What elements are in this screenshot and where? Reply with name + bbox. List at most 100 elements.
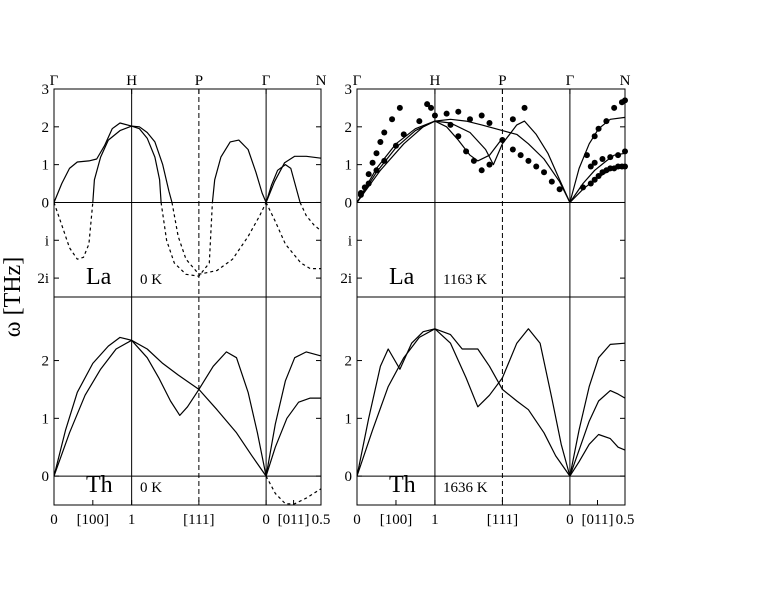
panel-right-top-data-point <box>428 104 435 111</box>
panel-left-bottom-ytick-label: 2 <box>42 354 50 370</box>
panel-right-top-data-point <box>365 180 372 187</box>
symmetry-point-label: Γ <box>50 73 59 89</box>
panel-right-bottom-element-label: Th <box>389 472 416 498</box>
panel-left-top-element-label: La <box>86 264 112 290</box>
panel-right-bottom-series-0 <box>356 328 571 477</box>
panel-right-top-data-point <box>622 97 628 104</box>
panel-right-top-data-point <box>615 152 622 159</box>
symmetry-point-label: Γ <box>262 73 271 89</box>
panel-left-bottom-series-0 <box>53 336 267 477</box>
panel-right-top-data-point <box>373 150 380 157</box>
x-tick-label: 0 <box>353 512 361 528</box>
panel-left-bottom-ytick-label: 0 <box>42 469 50 485</box>
x-tick-label: 1 <box>431 512 439 528</box>
panel-left-top-temperature-label: 0 K <box>140 272 162 288</box>
panel-right-top-data-point <box>377 138 384 145</box>
panel-right-top-data-point <box>611 104 618 111</box>
symmetry-point-label: Γ <box>566 73 575 89</box>
panel-left-top-series-5 <box>53 202 94 260</box>
panel-right-top-data-point <box>548 178 555 185</box>
panel-right-top-data-point <box>595 125 602 132</box>
symmetry-point-label: Γ <box>353 73 362 89</box>
x-tick-label: [100] <box>77 512 110 528</box>
x-tick-label: [100] <box>380 512 413 528</box>
panel-left-bottom-element-label: Th <box>86 472 113 498</box>
panel-right-top-element-label: La <box>389 264 415 290</box>
panel-right-top-data-point <box>521 104 528 111</box>
panel-right-top-data-point <box>486 161 493 168</box>
panel-right-bottom-series-4 <box>569 433 626 477</box>
panel-right-top-data-point <box>517 152 524 159</box>
panel-right-top-data-point <box>365 171 372 178</box>
panel-left-bottom-ytick-label: 1 <box>42 411 50 427</box>
x-tick-label: 0.5 <box>616 512 635 528</box>
panel-right-bottom-frame <box>356 296 626 506</box>
panel-right-top-data-point <box>622 148 628 155</box>
panel-right-top-data-point <box>622 163 628 170</box>
panel-left-top-series-6 <box>160 202 213 277</box>
panel-left-bottom-frame <box>53 296 322 506</box>
panel-right-top-data-point <box>591 159 598 166</box>
panel-right-bottom-series-2 <box>569 342 626 477</box>
panel-right-top-data-point <box>591 176 598 183</box>
panel-right-top-data-point <box>499 137 506 144</box>
panel-left-top-ytick-label: 2i <box>37 271 49 287</box>
panel-right-top-data-point <box>400 131 407 138</box>
panel-right-top-data-point <box>466 116 473 123</box>
panel-right-top-temperature-label: 1163 K <box>443 272 487 288</box>
x-tick-label: 0 <box>262 512 270 528</box>
panel-right-top-data-point <box>533 163 540 170</box>
panel-right-top-data-point <box>509 146 516 153</box>
symmetry-point-label: P <box>498 73 506 89</box>
panel-left-bottom-series-1 <box>53 339 267 477</box>
panel-right-top-series-2 <box>356 120 571 203</box>
panel-right-top-data-point <box>599 155 606 162</box>
panel-right-top-data-point <box>447 121 454 128</box>
panel-left-top-series-4 <box>265 155 322 203</box>
panel-right-bottom-ytick-label: 0 <box>345 469 353 485</box>
panel-right-top-data-point <box>587 180 594 187</box>
panel-right-top-data-point <box>361 184 368 191</box>
panel-right-top-series-0 <box>356 118 571 203</box>
panel-right-top-data-point <box>486 120 493 127</box>
panel-left-top-ytick-label: 3 <box>42 82 50 98</box>
panel-left-top-series-7 <box>171 202 267 275</box>
panel-right-top-data-point <box>541 169 548 176</box>
panel-right-bottom-temperature-label: 1636 K <box>443 480 488 496</box>
x-tick-label: 0.5 <box>312 512 331 528</box>
panel-left-bottom-series-3 <box>265 397 321 477</box>
panel-right-top-data-point <box>579 184 586 191</box>
panel-left-top-series-9 <box>299 202 322 232</box>
panel-right-top-data-point <box>470 157 477 164</box>
panel-left-top-ytick-label: i <box>45 233 49 249</box>
panel-right-top-data-point <box>556 186 563 193</box>
panel-left-top-series-1 <box>92 125 162 203</box>
panel-left-top-series-3 <box>265 164 301 203</box>
panel-right-top-data-point <box>607 154 614 161</box>
x-tick-label: [111] <box>183 512 214 528</box>
panel-right-top-data-point <box>392 142 399 149</box>
panel-left-bottom-series-2 <box>265 351 322 477</box>
panel-right-top-data-point <box>416 118 423 125</box>
panel-right-top-data-point <box>396 104 403 111</box>
panel-left-bottom-temperature-label: 0 K <box>140 480 162 496</box>
panel-right-top-data-point <box>381 129 388 136</box>
x-tick-label: 1 <box>128 512 136 528</box>
panel-right-top-ytick-label: 1 <box>345 158 353 174</box>
panel-right-top-data-point <box>591 133 598 140</box>
panel-right-top-data-point <box>587 163 594 170</box>
symmetry-point-label: N <box>316 73 327 89</box>
symmetry-point-label: N <box>620 73 631 89</box>
panel-right-top-ytick-label: i <box>348 233 352 249</box>
panel-left-top-ytick-label: 0 <box>42 195 50 211</box>
panel-right-top-data-point <box>357 191 364 198</box>
panel-right-bottom-ytick-label: 1 <box>345 411 353 427</box>
x-tick-label: [011] <box>582 512 614 528</box>
panel-right-bottom-ytick-label: 2 <box>345 354 353 370</box>
panel-left-top-series-2 <box>211 139 267 203</box>
panel-right-top-data-point <box>443 110 450 117</box>
panel-right-top-ytick-label: 2i <box>340 271 352 287</box>
panel-left-top-series-8 <box>265 202 321 270</box>
